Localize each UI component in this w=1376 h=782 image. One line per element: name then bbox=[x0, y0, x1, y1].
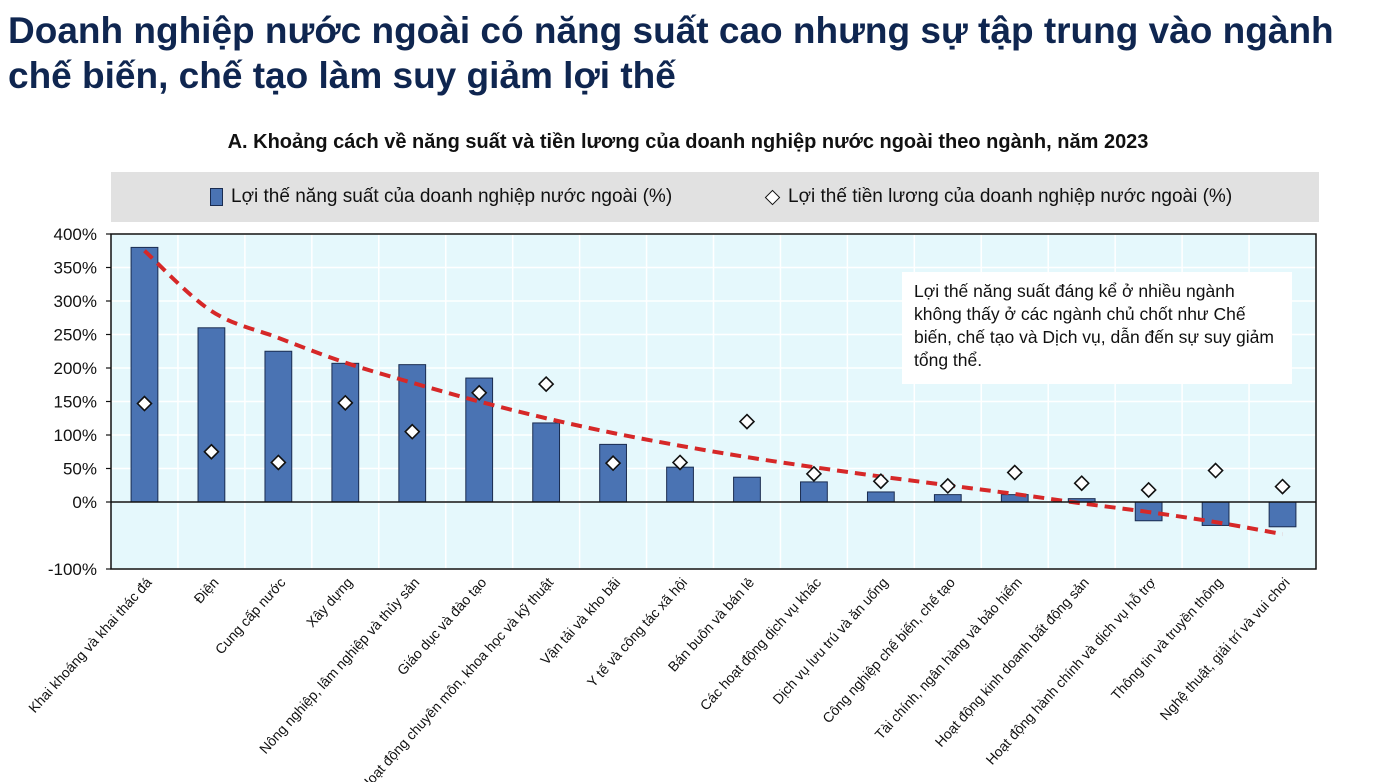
y-tick-label: 350% bbox=[54, 259, 97, 278]
wage-marker bbox=[738, 413, 756, 430]
x-tick-label: Xây dựng bbox=[303, 574, 356, 630]
y-tick-label: -100% bbox=[48, 560, 97, 579]
x-tick-label: Khai khoáng và khai thác đá bbox=[25, 574, 155, 716]
wage-marker bbox=[270, 454, 287, 471]
wage-marker bbox=[1274, 478, 1291, 495]
bar bbox=[532, 422, 561, 503]
wage-marker bbox=[538, 375, 555, 393]
bar bbox=[264, 350, 293, 503]
bar bbox=[800, 481, 828, 503]
axes bbox=[106, 233, 1317, 570]
x-tick-label: Thông tin và truyền thông bbox=[1108, 574, 1226, 703]
bar bbox=[197, 327, 226, 503]
y-tick-labels: -100% 0% 50% 100% 150% 200% 250% 300% 350% 400% bbox=[48, 225, 97, 579]
bar bbox=[398, 364, 427, 503]
legend-label-wage: Lợi thế tiền lương của doanh nghiệp nước… bbox=[788, 186, 1233, 207]
wage-marker bbox=[939, 477, 956, 495]
bar bbox=[130, 246, 159, 503]
trend-line-layer bbox=[143, 249, 1283, 537]
x-tick-label: Cung cấp nước bbox=[212, 574, 289, 657]
wage-marker bbox=[805, 465, 823, 482]
legend-entry-productivity: Lợi thế năng suất của doanh nghiệp nước … bbox=[210, 186, 672, 208]
wage-marker bbox=[136, 395, 153, 412]
x-tick-label: Nghệ thuật, giải trí và vui chơi bbox=[1157, 574, 1293, 723]
y-tick-label: 300% bbox=[54, 292, 97, 311]
y-tick-label: 50% bbox=[63, 460, 97, 479]
wage-marker bbox=[1073, 475, 1090, 492]
wage-marker bbox=[471, 384, 488, 401]
wage-marker bbox=[671, 454, 689, 471]
y-tick-label: 200% bbox=[54, 359, 97, 378]
y-tick-label: 250% bbox=[54, 326, 97, 345]
bar bbox=[331, 362, 360, 503]
y-tick-label: 100% bbox=[54, 426, 97, 445]
marker-series bbox=[136, 375, 1291, 499]
headline: Doanh nghiệp nước ngoài có năng suất cao… bbox=[8, 10, 1334, 96]
y-tick-label: 150% bbox=[54, 393, 97, 412]
x-tick-label: Tài chính, ngân hàng và bảo hiểm bbox=[871, 574, 1025, 742]
bar bbox=[1268, 501, 1297, 528]
bar bbox=[733, 476, 761, 503]
bar bbox=[933, 494, 962, 503]
x-tick-label: Công nghiệp chế biến, chế tạo bbox=[819, 574, 958, 726]
y-tick-label: 400% bbox=[54, 225, 97, 244]
legend-bar-swatch bbox=[210, 188, 223, 206]
annotation-box: Lợi thế năng suất đáng kể ở nhiều ngành … bbox=[902, 272, 1292, 384]
bar-series bbox=[130, 246, 1297, 528]
legend-entry-wage: Lợi thế tiền lương của doanh nghiệp nước… bbox=[764, 186, 1232, 208]
wage-marker bbox=[1140, 481, 1157, 499]
wage-marker bbox=[203, 443, 220, 460]
wage-marker bbox=[872, 473, 889, 490]
bar bbox=[599, 443, 627, 503]
x-tick-label: Các hoạt động dịch vụ khác bbox=[697, 574, 825, 713]
bar bbox=[866, 491, 895, 503]
bar bbox=[666, 466, 694, 503]
legend: Lợi thế năng suất của doanh nghiệp nước … bbox=[111, 172, 1319, 222]
y-tick-label: 0% bbox=[72, 493, 97, 512]
wage-marker bbox=[404, 423, 421, 440]
x-tick-label: Điện bbox=[190, 574, 221, 606]
wage-marker bbox=[1207, 462, 1224, 479]
wage-marker bbox=[1006, 464, 1023, 481]
wage-marker bbox=[337, 394, 354, 411]
x-tick-label: Dịch vụ lưu trú và ăn uống bbox=[769, 574, 891, 707]
trend-line bbox=[143, 249, 1283, 537]
legend-label-productivity: Lợi thế năng suất của doanh nghiệp nước … bbox=[231, 186, 673, 207]
chart-title: A. Khoảng cách về năng suất và tiền lươn… bbox=[227, 131, 1149, 153]
wage-marker bbox=[604, 455, 622, 472]
